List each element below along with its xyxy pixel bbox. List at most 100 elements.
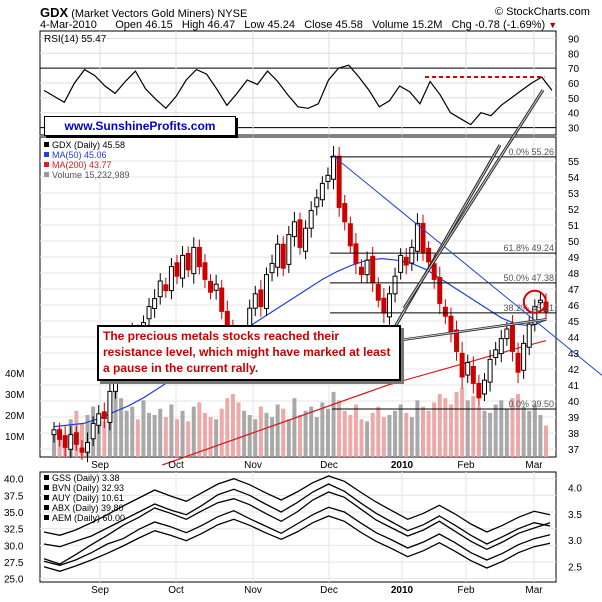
volume-bar xyxy=(381,417,386,457)
price-tick-label: 48 xyxy=(568,269,580,280)
comparison-legend-swatch xyxy=(44,495,49,500)
x-axis-label: Sep xyxy=(91,460,109,471)
candle-body xyxy=(57,429,63,440)
ma50-line xyxy=(53,257,547,428)
volume-bar xyxy=(197,402,202,457)
candle-body xyxy=(191,246,197,275)
legend-label: Volume 15,232,989 xyxy=(52,170,130,180)
fibonacci-label: 0.0% 55.26 xyxy=(508,147,554,157)
volume-bar xyxy=(415,400,420,457)
candle-body xyxy=(314,197,320,208)
volume-bar xyxy=(359,419,364,457)
candle-body xyxy=(325,174,331,182)
volume-bar xyxy=(130,406,135,457)
candle-body xyxy=(90,422,96,440)
volume-bar xyxy=(124,410,129,457)
price-tick-label: 45 xyxy=(568,317,580,328)
volume-bar xyxy=(236,402,241,457)
candle-body xyxy=(62,435,68,448)
volume-bar xyxy=(387,415,392,457)
candle-body xyxy=(297,219,303,248)
volume-bar xyxy=(471,396,476,457)
comparison-legend-swatch xyxy=(44,515,49,520)
volume-bar xyxy=(342,410,347,457)
volume-bar xyxy=(331,391,336,457)
volume-bar xyxy=(482,410,487,457)
rsi-tick-label: 30 xyxy=(568,124,580,135)
candle-body xyxy=(521,342,527,371)
volume-bar xyxy=(476,406,481,457)
comparison-series-line xyxy=(43,475,551,536)
candle-body xyxy=(202,262,208,280)
comparison-left-tick: 27.5 xyxy=(4,558,24,569)
resistance-annotation: The precious metals stocks reached their… xyxy=(97,325,401,381)
volume-bar xyxy=(175,419,179,457)
volume-bar xyxy=(163,417,168,457)
price-tick-label: 37 xyxy=(568,445,580,456)
volume-bar xyxy=(270,417,275,457)
candle-body xyxy=(403,256,409,266)
rsi-tick-label: 90 xyxy=(568,34,580,45)
comparison-left-tick: 30.0 xyxy=(4,541,24,552)
volume-bar xyxy=(493,404,498,457)
volume-bar xyxy=(516,394,521,457)
volume-bar xyxy=(180,410,185,457)
volume-bar xyxy=(320,402,325,457)
candle-body xyxy=(442,306,448,317)
candle-body xyxy=(107,390,113,423)
brand-credit: © StockCharts.com xyxy=(495,6,590,18)
volume-bar xyxy=(325,408,330,457)
candle-body xyxy=(213,283,219,291)
fibonacci-label: 0.0% 39.50 xyxy=(508,399,554,409)
volume-bar xyxy=(426,410,431,457)
ma200-line xyxy=(161,340,547,466)
x-axis-label: 2010 xyxy=(391,460,414,471)
candle-body xyxy=(398,254,404,273)
candle-body xyxy=(303,227,309,252)
downtrend-line xyxy=(333,155,602,376)
candle-body xyxy=(454,329,460,352)
comparison-series-line xyxy=(43,506,551,566)
support-line-highlight xyxy=(388,318,547,343)
price-tick-label: 42 xyxy=(568,365,580,376)
candle-body xyxy=(381,297,387,314)
volume-bar xyxy=(314,417,319,457)
comparison-legend-swatch xyxy=(44,485,49,490)
volume-bar xyxy=(448,404,453,457)
comparison-left-tick: 37.5 xyxy=(4,491,24,502)
price-tick-label: 53 xyxy=(568,189,580,200)
volume-bar xyxy=(258,406,263,457)
resistance-circle xyxy=(522,289,547,314)
volume-bar xyxy=(421,406,425,457)
volume-bar xyxy=(460,387,465,457)
rsi-tick-label: 70 xyxy=(568,64,580,75)
comparison-x-label: Mar xyxy=(525,585,543,596)
volume-bar xyxy=(499,400,504,457)
candle-body xyxy=(174,262,180,277)
candle-body xyxy=(163,284,169,292)
volume-bar xyxy=(96,417,101,457)
symbol: GDX xyxy=(40,5,69,20)
comparison-left-tick: 35.0 xyxy=(4,508,24,519)
price-tick-label: 50 xyxy=(568,237,580,248)
volume-bar xyxy=(113,391,118,457)
quote-date: 4-Mar-2010 xyxy=(40,19,97,31)
fibonacci-label: 38.2% 45.51 xyxy=(503,303,554,313)
candle-body xyxy=(79,447,85,453)
price-tick-label: 52 xyxy=(568,205,580,216)
comparison-legend-label: GSS (Daily) 3.38 xyxy=(52,473,120,483)
volume-bar xyxy=(309,406,314,457)
comparison-series-line xyxy=(43,491,551,565)
price-panel: 37 38 39 40 41 42 43 44 45 46 47 48 49 50 51 52 53 54 55 10… xyxy=(5,89,602,471)
volume-bar xyxy=(275,404,280,457)
price-tick-label: 44 xyxy=(568,333,580,344)
candle-body xyxy=(498,338,504,355)
candle-body xyxy=(448,315,454,335)
volume-bar xyxy=(465,400,470,457)
x-axis-label: Mar xyxy=(525,460,543,471)
volume-bar xyxy=(504,408,509,457)
volume-bar xyxy=(219,408,224,457)
volume-bar xyxy=(292,398,297,457)
rsi-legend-label: RSI(14) 55.47 xyxy=(44,34,107,45)
